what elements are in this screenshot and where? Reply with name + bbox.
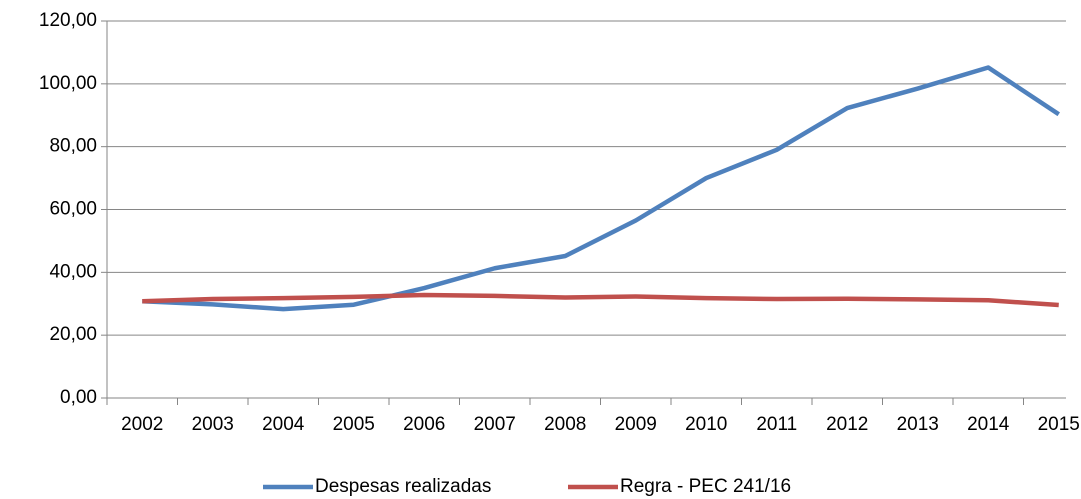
legend-label: Despesas realizadas xyxy=(315,476,491,497)
x-tick-label: 2002 xyxy=(121,414,163,435)
x-tick-label: 2005 xyxy=(333,414,375,435)
x-tick-label: 2007 xyxy=(474,414,516,435)
x-tick-label: 2004 xyxy=(262,414,305,435)
y-tick-label: 40,00 xyxy=(49,261,97,282)
x-tick-label: 2009 xyxy=(615,414,657,435)
x-tick-label: 2015 xyxy=(1038,414,1080,435)
x-tick-label: 2008 xyxy=(544,414,586,435)
x-tick-label: 2014 xyxy=(967,414,1010,435)
y-tick-label: 120,00 xyxy=(39,10,97,31)
y-tick-label: 20,00 xyxy=(49,324,97,345)
y-tick-label: 0,00 xyxy=(60,387,97,408)
legend-label: Regra - PEC 241/16 xyxy=(620,476,791,497)
x-tick-label: 2006 xyxy=(403,414,445,435)
series-line xyxy=(142,65,1060,312)
x-tick-label: 2010 xyxy=(685,414,727,435)
x-tick-label: 2012 xyxy=(826,414,868,435)
x-tick-label: 2011 xyxy=(756,414,797,435)
x-tick-label: 2003 xyxy=(192,414,234,435)
x-tick-label: 2013 xyxy=(897,414,939,435)
series-line xyxy=(142,292,1059,308)
y-tick-label: 80,00 xyxy=(49,136,97,157)
y-tick-label: 60,00 xyxy=(49,199,97,220)
y-tick-label: 100,00 xyxy=(39,73,97,94)
